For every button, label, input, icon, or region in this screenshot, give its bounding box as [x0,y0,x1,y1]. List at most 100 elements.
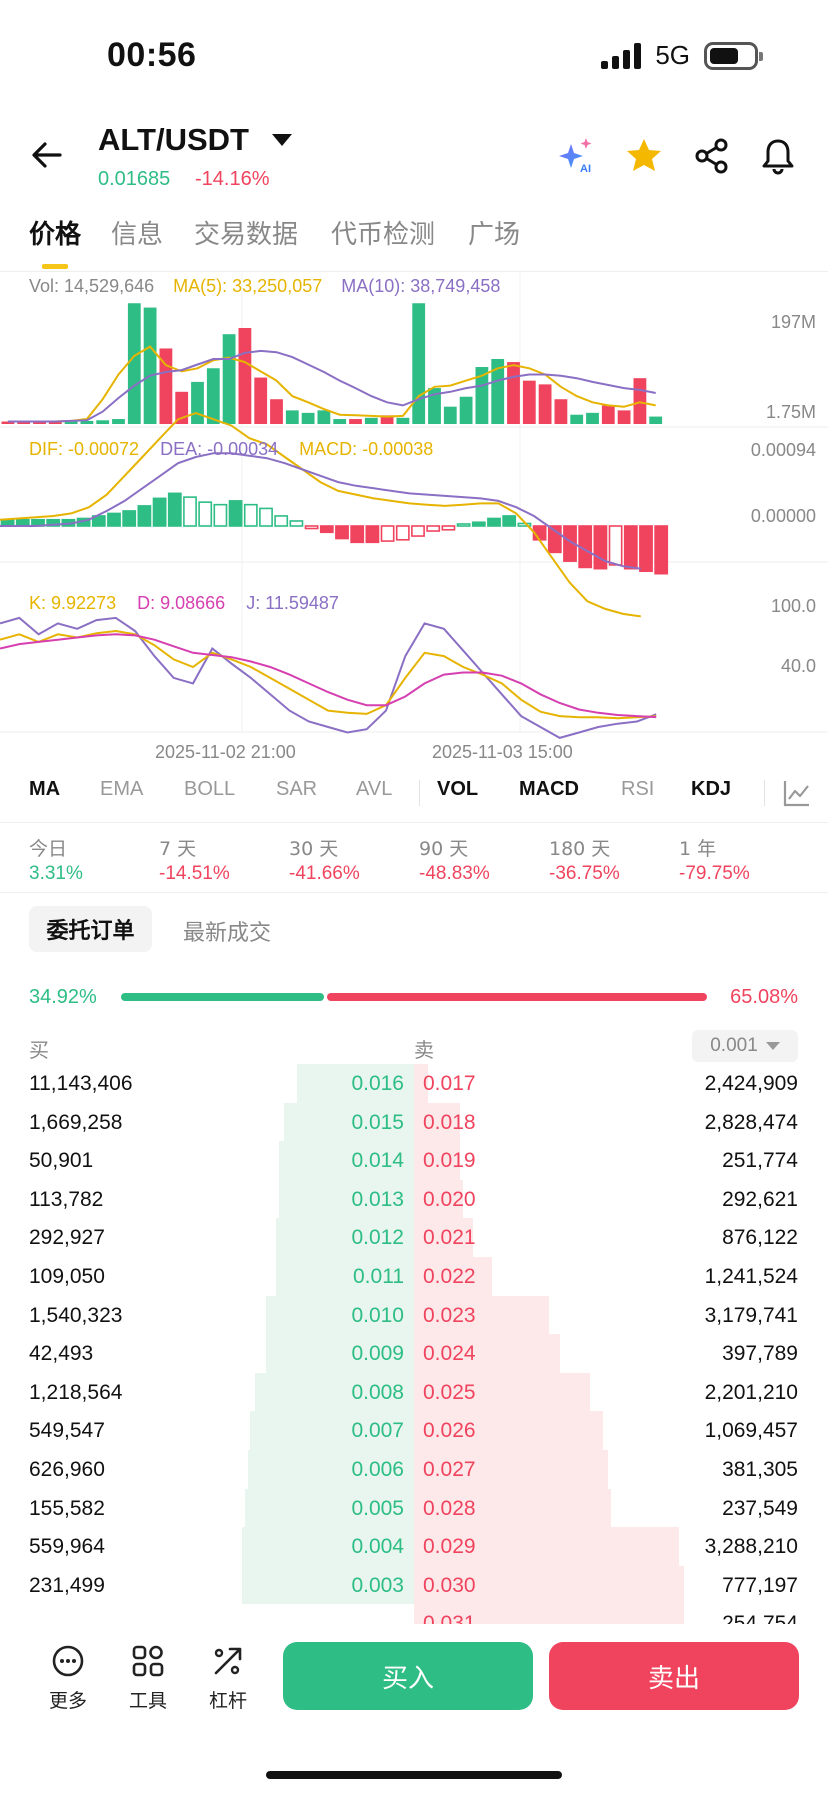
tools-button[interactable]: 工具 [118,1644,178,1713]
period-180d[interactable]: 180 天 -36.75% [549,834,620,885]
macd-histogram-bar [46,518,61,527]
volume-bar [285,410,299,424]
ask-quantity: 251,774 [722,1149,798,1173]
ask-price: 0.026 [423,1419,476,1443]
order-book-row[interactable]: 11,143,406 0.016 0.017 2,424,909 [0,1064,828,1103]
bid-price: 0.010 [351,1303,404,1327]
ma5-value: MA(5): 33,250,057 [173,276,323,296]
bid-price: 0.007 [351,1419,404,1443]
indicator-kdj[interactable]: KDJ [691,778,732,800]
order-book-row[interactable]: 113,782 0.013 0.020 292,621 [0,1179,828,1219]
vol-axis-top: 197M [770,312,816,332]
period-30d[interactable]: 30 天 -41.66% [289,834,360,885]
indicator-vol[interactable]: VOL [437,778,479,800]
volume-bar [270,399,283,424]
tools-grid-icon [132,1645,164,1677]
sell-ratio-bar [327,993,707,1001]
bid-quantity: 231,499 [29,1573,105,1597]
bid-depth-bar [242,1527,414,1566]
order-book-row[interactable]: 1,540,323 0.010 0.023 3,179,741 [0,1295,828,1335]
ask-depth-bar [414,1488,612,1528]
order-book-row[interactable]: 549,547 0.007 0.026 1,069,457 [0,1411,828,1450]
order-book-row[interactable]: 559,964 0.004 0.029 3,288,210 [0,1527,828,1566]
macd-histogram-bar [274,515,289,527]
volume-bar [570,414,584,424]
tab-latest-trades[interactable]: 最新成交 [183,921,272,946]
period-today[interactable]: 今日 3.31% [29,834,83,885]
indicator-ema[interactable]: EMA [100,778,144,800]
tab-trading-data[interactable]: 交易数据 [194,220,299,250]
tab-square[interactable]: 广场 [468,220,521,250]
order-book-row[interactable]: 626,960 0.006 0.027 381,305 [0,1450,828,1489]
leverage-button[interactable]: 杠杆 [198,1644,258,1713]
vol-value: Vol: 14,529,646 [29,276,155,296]
ask-quantity: 3,179,741 [704,1303,798,1327]
indicator-avl[interactable]: AVL [356,778,393,800]
favorite-star-icon[interactable] [624,136,664,176]
macd-histogram-bar [365,525,380,544]
bid-price: 0.008 [351,1380,404,1404]
order-book-row[interactable]: 231,499 0.003 0.030 777,197 [0,1565,828,1605]
buy-button[interactable]: 买入 [283,1642,533,1710]
order-book-row[interactable]: 1,218,564 0.008 0.025 2,201,210 [0,1372,828,1412]
order-book-row[interactable]: 42,493 0.009 0.024 397,789 [0,1334,828,1373]
more-button[interactable]: 更多 [38,1644,98,1713]
precision-select[interactable]: 0.001 [692,1030,798,1062]
pair-title[interactable]: ALT/USDT [98,122,249,157]
volume-bar [412,303,426,424]
volume-bar [254,377,268,424]
back-arrow-icon[interactable] [30,138,64,172]
order-book-row[interactable]: 155,582 0.005 0.028 237,549 [0,1488,828,1528]
indicator-sar[interactable]: SAR [276,778,318,800]
order-book-row[interactable]: 50,901 0.014 0.019 251,774 [0,1141,828,1180]
x-tick-1: 2025-11-02 21:00 [155,742,296,762]
indicator-boll[interactable]: BOLL [184,778,236,800]
macd-legend: DIF: -0.00072 DEA: -0.00034 MACD: -0.000… [29,439,433,460]
ai-sparkle-icon[interactable]: AI [556,136,596,176]
indicator-rsi[interactable]: RSI [621,778,655,800]
share-icon[interactable] [692,136,732,176]
macd-histogram-bar [380,525,395,542]
bell-icon[interactable] [758,136,798,176]
period-1y[interactable]: 1 年 -79.75% [679,834,750,885]
bid-quantity: 1,218,564 [29,1380,123,1404]
tab-price[interactable]: 价格 [29,220,82,250]
ask-depth-bar [414,1064,428,1103]
ask-quantity: 1,069,457 [704,1419,798,1443]
bid-depth-bar [276,1218,414,1257]
volume-bar [349,419,362,424]
indicator-macd[interactable]: MACD [519,778,579,800]
macd-histogram-bar [137,505,152,527]
macd-histogram-bar [502,515,517,527]
order-book-row[interactable]: 109,050 0.011 0.022 1,241,524 [0,1257,828,1296]
bid-price: 0.013 [351,1187,404,1211]
chart-settings-icon[interactable] [782,778,812,808]
ask-depth-bar [414,1411,603,1450]
order-book-row[interactable]: 1,669,258 0.015 0.018 2,828,474 [0,1102,828,1142]
order-book-row[interactable]: 292,927 0.012 0.021 876,122 [0,1218,828,1257]
tab-token-check[interactable]: 代币检测 [331,220,436,250]
k-value: K: 9.92273 [29,593,117,613]
period-90d[interactable]: 90 天 -48.83% [419,834,490,885]
order-book-row[interactable]: 0.031 254,754 [0,1604,828,1624]
ask-depth-bar [414,1295,549,1335]
ma5-line [7,345,656,423]
period-value: -48.83% [419,863,490,884]
sell-button[interactable]: 卖出 [549,1642,799,1710]
macd-histogram-bar [563,525,577,562]
pair-dropdown-icon[interactable] [272,134,292,146]
indicator-ma[interactable]: MA [29,778,61,800]
divider [0,892,828,893]
volume-bar [17,422,31,424]
period-label: 30 天 [289,838,339,860]
tab-info[interactable]: 信息 [111,220,164,250]
macd-histogram-bar [259,507,273,527]
indicator-chart[interactable] [0,272,828,770]
tab-bar: 价格 信息 交易数据 代币检测 广场 [0,214,828,272]
volume-bar [396,417,410,424]
sell-ratio: 65.08% [730,986,798,1008]
tab-order-book[interactable]: 委托订单 [29,906,152,952]
period-7d[interactable]: 7 天 -14.51% [159,834,230,885]
bid-price: 0.009 [351,1342,404,1366]
macd-axis-zero: 0.00000 [750,506,816,526]
